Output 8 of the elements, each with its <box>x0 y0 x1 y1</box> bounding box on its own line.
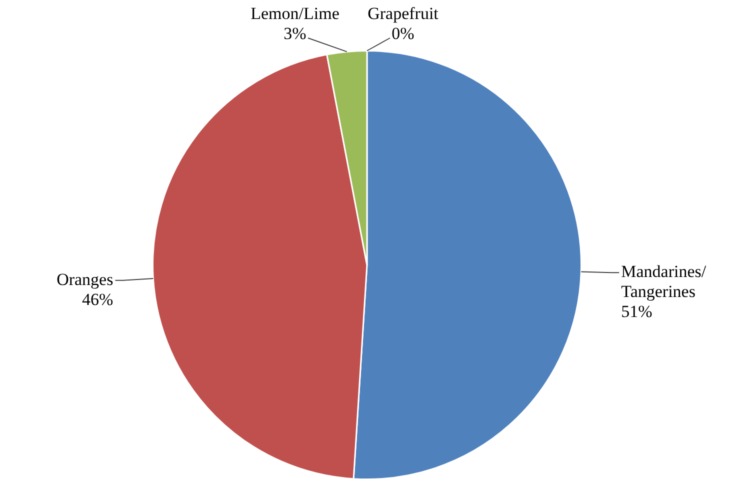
text: 0% <box>392 24 414 43</box>
data-label: 46% <box>82 290 114 309</box>
category-label: Grapefruit <box>368 4 438 23</box>
data-label: 51% <box>621 302 652 322</box>
slice-label: Oranges <box>56 270 114 289</box>
data-label: 3% <box>284 24 306 43</box>
slice-label: Mandarines/Tangerines <box>621 262 706 302</box>
slice-label: Lemon/Lime <box>250 4 340 23</box>
